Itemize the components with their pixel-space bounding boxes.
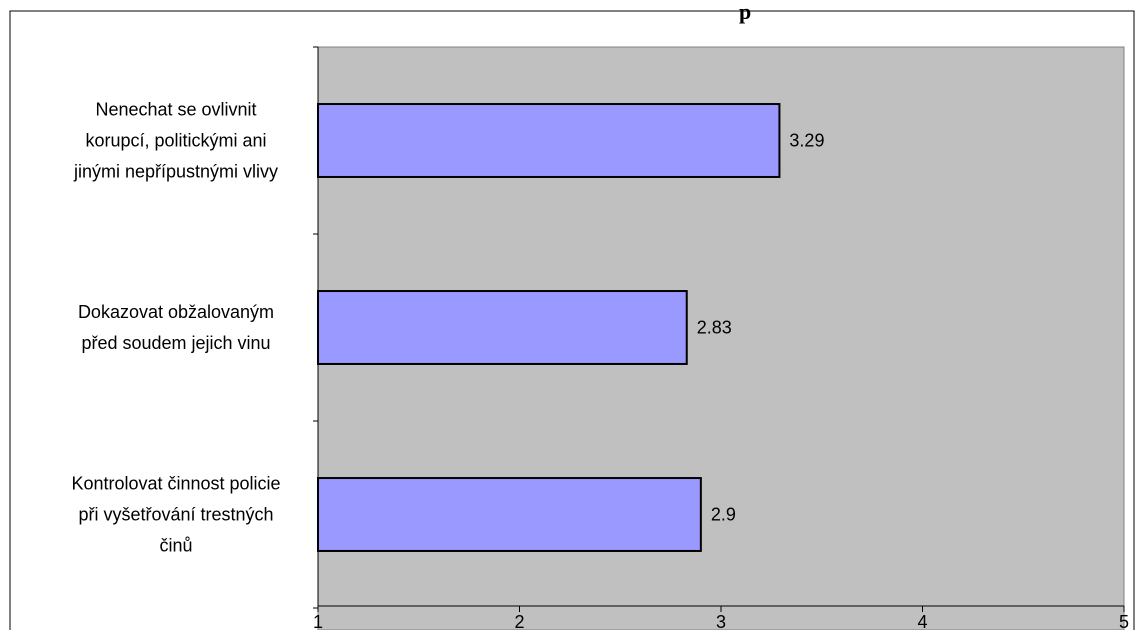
x-tick-label-4: 4 — [917, 612, 927, 630]
value-labels: 3.29 2.83 2.9 — [697, 131, 825, 525]
category-label-1: Nenechat se ovlivnit korupcí, politickými… — [73, 100, 278, 182]
chart-title-fragment: p — [739, 0, 751, 24]
x-tick-label-5: 5 — [1119, 612, 1129, 630]
x-tick-label-2: 2 — [514, 612, 524, 630]
bar-1 — [317, 103, 781, 178]
bar-2 — [317, 290, 688, 365]
category-label-2: Dokazovat obžalovaným před soudem jejich … — [78, 302, 274, 353]
value-label-2: 2.83 — [697, 318, 732, 338]
x-tick-label-3: 3 — [716, 612, 726, 630]
value-label-3: 2.9 — [711, 505, 736, 525]
value-label-1: 3.29 — [789, 131, 824, 151]
category-labels: Nenechat se ovlivnit korupcí, politickými… — [71, 100, 280, 556]
x-tick-label-1: 1 — [313, 612, 323, 630]
axes: 1 2 3 4 5 — [313, 46, 1129, 630]
category-label-3: Kontrolovat činnost policie při vyšetřová… — [71, 474, 280, 556]
bar-3 — [317, 477, 702, 552]
